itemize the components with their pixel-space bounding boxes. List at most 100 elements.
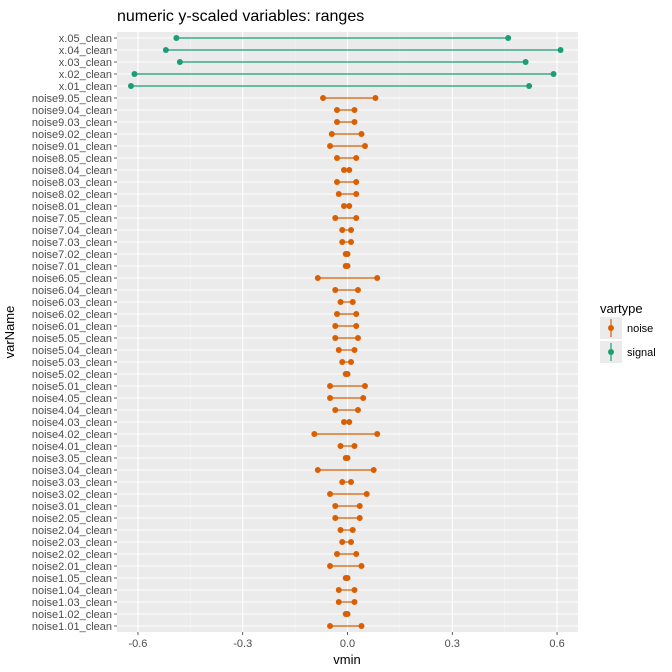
y-tick-label: noise8.05_clean [32,153,112,165]
min-point [332,407,339,413]
y-tick-label: noise3.01_clean [32,501,112,513]
x-tick-label: -0.3 [233,638,252,650]
y-tick-label: x.03_clean [59,57,112,69]
y-tick-label: noise5.02_clean [32,369,112,381]
y-tick-label: noise6.05_clean [32,273,112,285]
max-point [361,383,368,389]
max-point [353,311,360,317]
min-point [334,311,341,317]
y-tick-label: x.04_clean [59,45,112,57]
max-point [526,83,533,89]
min-point [162,47,169,53]
y-tick-label: noise6.04_clean [32,285,112,297]
min-point [335,599,342,605]
min-point [327,383,334,389]
y-tick-label: noise9.03_clean [32,117,112,129]
min-point [173,35,180,41]
y-tick-label: noise4.03_clean [32,417,112,429]
min-point [332,287,339,293]
x-tick-labels: -0.6 -0.3 0.0 0.3 0.6 [128,632,565,650]
max-point [522,59,529,65]
x-axis-title: vmin [333,652,360,667]
max-point [374,275,381,281]
min-point [337,443,344,449]
max-point [347,539,354,545]
min-point [335,191,342,197]
min-point [332,323,339,329]
max-point [505,35,512,41]
max-point [353,551,360,557]
max-point [351,587,358,593]
y-tick-label: noise5.01_clean [32,381,112,393]
y-tick-label: noise9.05_clean [32,93,112,105]
max-point [363,491,370,497]
chart-title: numeric y-scaled variables: ranges [117,8,364,25]
max-point [351,347,358,353]
min-point [332,515,339,521]
y-tick-label: x.02_clean [59,69,112,81]
y-tick-label: noise3.05_clean [32,453,112,465]
min-point [327,623,334,629]
y-tick-label: noise8.01_clean [32,201,112,213]
x-tick-label: 0.6 [549,638,564,650]
y-tick-label: noise2.01_clean [32,561,112,573]
y-tick-label: noise5.04_clean [32,345,112,357]
min-point [335,347,342,353]
y-tick-label: noise8.04_clean [32,165,112,177]
max-point [356,515,363,521]
y-tick-label: noise8.03_clean [32,177,112,189]
max-point [351,443,358,449]
min-point [339,227,346,233]
min-point [341,167,348,173]
y-tick-label: noise7.05_clean [32,213,112,225]
y-tick-label: noise1.03_clean [32,597,112,609]
y-tick-label: noise2.04_clean [32,525,112,537]
max-point [344,455,351,461]
max-point [347,227,354,233]
max-point [358,131,365,137]
max-point [370,467,377,473]
legend-label: signal [627,347,656,359]
max-point [351,599,358,605]
y-tick-label: noise6.02_clean [32,309,112,321]
max-point [358,623,365,629]
y-tick-label: noise1.04_clean [32,585,112,597]
max-point [346,203,353,209]
x-tick-label: 0.0 [340,638,355,650]
legend-items: noise signal [600,317,656,363]
min-point [339,239,346,245]
legend-label: noise [627,323,653,335]
max-point [347,479,354,485]
min-point [314,467,321,473]
max-point [344,575,351,581]
y-tick-label: noise9.02_clean [32,129,112,141]
min-point [334,107,341,113]
y-tick-label: noise2.05_clean [32,513,112,525]
min-point [314,275,321,281]
min-point [332,335,339,341]
min-point [341,419,348,425]
min-point [339,359,346,365]
max-point [354,407,361,413]
y-axis-title: varName [2,306,17,359]
min-point [320,95,327,101]
max-point [353,215,360,221]
min-point [311,431,318,437]
max-point [349,299,356,305]
max-point [360,395,367,401]
legend: vartype noise signal [600,301,656,363]
legend-key-point [608,349,614,355]
max-point [349,527,356,533]
y-tick-label: noise1.01_clean [32,621,112,633]
max-point [372,95,379,101]
max-point [351,119,358,125]
x-tick-label: -0.6 [128,638,147,650]
y-tick-label: noise6.01_clean [32,321,112,333]
max-point [358,563,365,569]
y-tick-label: noise4.05_clean [32,393,112,405]
min-point [328,131,335,137]
max-point [347,359,354,365]
y-tick-label: noise8.02_clean [32,189,112,201]
y-tick-label: noise4.04_clean [32,405,112,417]
